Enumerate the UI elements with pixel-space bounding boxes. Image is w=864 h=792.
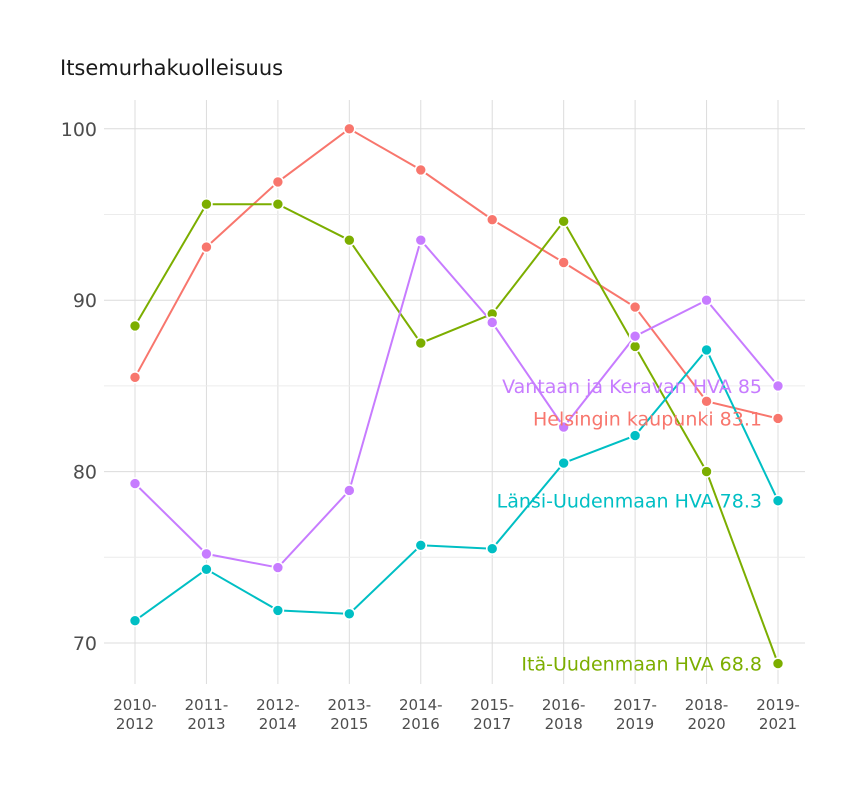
x-tick-label: 2012-2014 <box>256 696 300 733</box>
data-point <box>557 420 570 434</box>
data-point <box>557 215 570 228</box>
series-end-label: Vantaan ja Keravan HVA 85 <box>502 376 762 398</box>
data-point <box>128 319 142 333</box>
data-point <box>700 465 713 478</box>
y-axis-ticks: 70 80 90 100 <box>61 119 97 655</box>
data-point <box>200 562 213 576</box>
y-tick-label: 80 <box>73 462 97 484</box>
data-point <box>343 122 356 136</box>
data-point <box>414 336 428 350</box>
series-line <box>134 127 779 420</box>
data-point <box>628 300 642 314</box>
data-point <box>771 657 785 670</box>
y-tick-label: 90 <box>73 290 97 312</box>
data-point <box>557 456 570 470</box>
data-point <box>628 340 642 353</box>
x-tick-label: 2017-2019 <box>613 696 657 733</box>
data-point <box>485 542 499 556</box>
data-point <box>200 197 213 211</box>
data-point <box>128 614 142 628</box>
data-point <box>485 213 499 226</box>
data-point <box>128 371 142 384</box>
data-point <box>628 429 642 442</box>
x-tick-label: 2015-2017 <box>470 696 514 733</box>
series-lines <box>134 127 779 664</box>
data-point <box>271 197 285 211</box>
data-point <box>771 379 785 393</box>
series-points <box>128 122 785 670</box>
series-line <box>134 348 779 622</box>
data-point <box>628 329 642 343</box>
data-point <box>485 316 499 329</box>
x-tick-label: 2011-2013 <box>185 696 229 733</box>
x-tick-label: 2019-2021 <box>756 696 800 733</box>
data-point <box>771 494 785 508</box>
data-point <box>700 395 713 408</box>
data-point <box>271 561 285 574</box>
data-point <box>343 233 356 247</box>
data-point <box>700 293 713 307</box>
x-tick-label: 2016-2018 <box>542 696 586 733</box>
x-tick-label: 2014-2016 <box>399 696 443 733</box>
series-end-label: Helsingin kaupunki 83.1 <box>533 408 762 430</box>
data-point <box>200 240 213 254</box>
data-point <box>343 607 356 621</box>
series-line <box>134 203 779 664</box>
data-point <box>128 477 142 490</box>
data-point <box>771 412 785 425</box>
series-end-label: Itä-Uudenmaan HVA 68.8 <box>521 654 762 676</box>
data-point <box>414 233 428 247</box>
y-tick-label: 70 <box>73 633 97 655</box>
series-line <box>134 238 779 569</box>
data-point <box>343 484 356 497</box>
data-point <box>557 256 570 269</box>
data-point <box>414 163 428 177</box>
x-tick-label: 2018-2020 <box>685 696 729 733</box>
data-point <box>200 547 213 561</box>
x-tick-label: 2010-2012 <box>113 696 157 733</box>
x-tick-label: 2013-2015 <box>328 696 372 733</box>
y-tick-label: 100 <box>61 119 97 141</box>
chart-title: Itsemurhakuolleisuus <box>60 56 284 80</box>
x-axis-ticks: 2010-2012 2011-2013 2012-2014 2013-2015 2014… <box>113 696 800 733</box>
data-point <box>700 343 713 357</box>
series-end-label: Länsi-Uudenmaan HVA 78.3 <box>497 491 762 513</box>
data-point <box>414 539 428 552</box>
data-point <box>271 175 285 189</box>
series-end-labels: Helsingin kaupunki 83.1 Itä-Uudenmaan HVA… <box>497 376 762 676</box>
data-point <box>271 604 285 617</box>
